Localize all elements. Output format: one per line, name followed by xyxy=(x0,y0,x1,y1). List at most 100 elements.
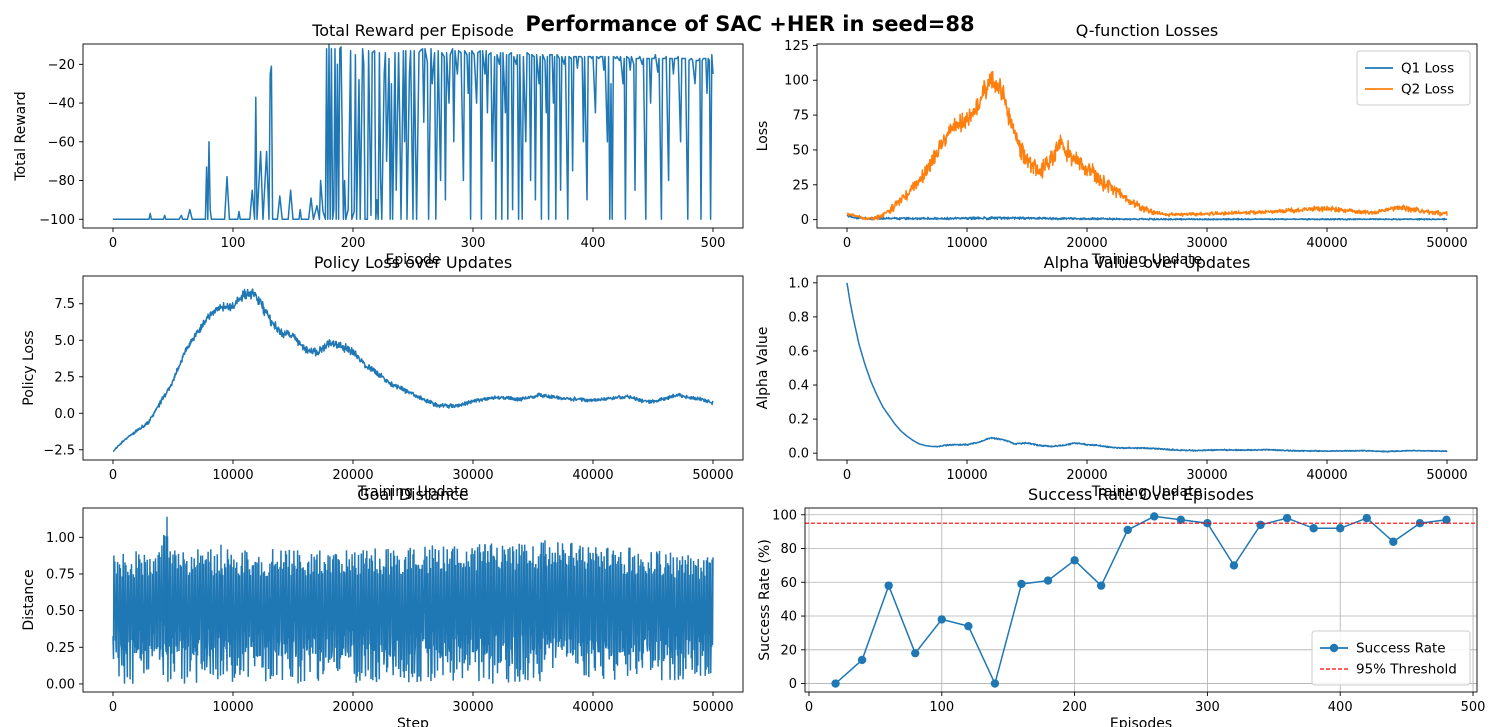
y-tick-label: 7.5 xyxy=(54,297,75,312)
x-tick-label: 30000 xyxy=(452,468,493,483)
y-tick-label: 75 xyxy=(792,109,809,124)
axes-frame xyxy=(816,43,1478,229)
data-point xyxy=(1123,525,1132,535)
data-point xyxy=(1043,576,1053,585)
data-point xyxy=(1442,515,1451,525)
x-tick-label: 50000 xyxy=(1426,236,1467,251)
legend-entry: Success Rate xyxy=(1356,641,1446,657)
x-axis-label: Episodes xyxy=(1110,716,1172,727)
chart-goal: 0 10000 20000 30000 40000 50000 0.00 0.25 0.50 0.… xyxy=(21,485,744,727)
data-point xyxy=(1150,512,1159,521)
chart-qloss: 0 10000 20000 30000 40000 50000 0 25 50 75 100 125 Q… xyxy=(755,21,1478,268)
y-tick-label: 100 xyxy=(784,74,809,89)
legend-box xyxy=(1356,50,1471,106)
data-point xyxy=(1229,561,1239,570)
y-tick-label: 0.25 xyxy=(46,641,75,656)
legend-entry: Q1 Loss xyxy=(1401,61,1454,77)
y-tick-label: 0.0 xyxy=(788,447,809,462)
axes-frame xyxy=(816,275,1478,461)
y-tick-label: 1.0 xyxy=(788,276,809,291)
data-point xyxy=(1256,520,1265,530)
x-tick-label: 40000 xyxy=(1306,236,1347,251)
x-tick-label: 0 xyxy=(109,468,117,483)
data-point xyxy=(964,621,973,631)
figure-suptitle: Performance of SAC +HER in seed=88 xyxy=(525,12,974,36)
x-tick-label: 500 xyxy=(701,236,726,251)
plot-area xyxy=(846,282,1448,453)
y-tick-label: 0.00 xyxy=(46,677,75,692)
plot-title: Success Rate Over Episodes xyxy=(1028,485,1254,504)
axes-frame xyxy=(804,507,1478,693)
x-tick-label: 30000 xyxy=(1186,468,1227,483)
y-tick-label: −100 xyxy=(39,213,75,228)
x-tick-label: 400 xyxy=(1328,700,1353,715)
y-tick-label: 100 xyxy=(772,508,797,523)
y-tick-label: 0.0 xyxy=(54,407,75,422)
y-tick-label: 0.75 xyxy=(46,567,75,582)
y-tick-label: 0.8 xyxy=(788,310,809,325)
x-tick-label: 20000 xyxy=(1066,236,1107,251)
x-tick-label: 30000 xyxy=(1186,236,1227,251)
data-point xyxy=(937,615,946,624)
y-tick-label: 1.00 xyxy=(46,531,75,546)
x-tick-label: 500 xyxy=(1461,700,1486,715)
x-tick-label: 200 xyxy=(1062,700,1087,715)
x-tick-label: 100 xyxy=(929,700,954,715)
series-goal-0 xyxy=(112,534,714,684)
data-point xyxy=(831,679,840,688)
data-point xyxy=(1070,556,1079,565)
series-reward-0 xyxy=(113,44,714,221)
x-tick-label: 0 xyxy=(843,468,851,483)
data-point xyxy=(1017,579,1026,589)
x-axis-label: Training Update xyxy=(1091,252,1202,268)
x-tick-label: 50000 xyxy=(692,468,733,483)
series-alpha-0 xyxy=(846,282,1448,453)
y-tick-label: 25 xyxy=(792,178,809,193)
chart-alpha: 0 10000 20000 30000 40000 50000 0.0 0.2 0.4 0.6 0.… xyxy=(755,253,1478,500)
data-point xyxy=(911,648,920,658)
x-tick-label: 100 xyxy=(221,236,246,251)
plot-area xyxy=(846,70,1448,221)
chart-success: 0 100 200 300 400 500 0 20 40 60 80 100 Success Rate… xyxy=(757,485,1485,727)
y-tick-label: 125 xyxy=(784,39,809,54)
y-tick-label: 0.4 xyxy=(788,379,809,394)
plot-title: Alpha Value over Updates xyxy=(1044,253,1251,272)
y-tick-label: 0.50 xyxy=(46,604,75,619)
x-tick-label: 50000 xyxy=(1426,468,1467,483)
data-point xyxy=(857,655,867,665)
x-tick-label: 10000 xyxy=(212,468,253,483)
legend: Q1 Loss Q2 Loss xyxy=(1356,50,1471,106)
series-policy-0 xyxy=(112,288,714,453)
y-axis-label: Policy Loss xyxy=(21,330,37,405)
y-axis-label: Total Reward xyxy=(13,91,29,181)
y-axis-label: Loss xyxy=(755,121,771,152)
y-axis-label: Success Rate (%) xyxy=(757,539,773,661)
x-tick-label: 300 xyxy=(461,236,486,251)
data-point xyxy=(1309,524,1318,533)
legend-entry: 95% Threshold xyxy=(1356,662,1457,678)
chart-policy: 0 10000 20000 30000 40000 50000 −2.5 0.0 2.5 5.0 7… xyxy=(21,253,744,500)
y-axis-label: Distance xyxy=(21,569,37,630)
data-point xyxy=(1389,537,1398,546)
y-tick-label: −80 xyxy=(48,174,75,189)
axes-frame xyxy=(82,275,744,461)
y-tick-label: 5.0 xyxy=(54,334,75,349)
x-tick-label: 0 xyxy=(109,700,117,715)
x-axis-label: Step xyxy=(397,716,429,727)
x-tick-label: 20000 xyxy=(332,700,373,715)
x-tick-label: 0 xyxy=(805,700,813,715)
y-tick-label: 40 xyxy=(780,610,797,625)
data-point xyxy=(1282,513,1292,523)
x-tick-label: 20000 xyxy=(1066,468,1107,483)
x-axis-label: Episode xyxy=(386,252,441,268)
x-tick-label: 0 xyxy=(109,236,117,251)
x-tick-label: 40000 xyxy=(1306,468,1347,483)
x-tick-label: 10000 xyxy=(212,700,253,715)
y-tick-label: 50 xyxy=(792,143,809,158)
chart-reward: 0 100 200 300 400 500 −100 −80 −60 −40 −20 Total Re… xyxy=(13,21,744,268)
y-tick-label: 80 xyxy=(780,542,797,557)
y-tick-label: 60 xyxy=(780,576,797,591)
plot-title: Goal Distance xyxy=(357,485,468,504)
y-tick-label: 2.5 xyxy=(54,370,75,385)
